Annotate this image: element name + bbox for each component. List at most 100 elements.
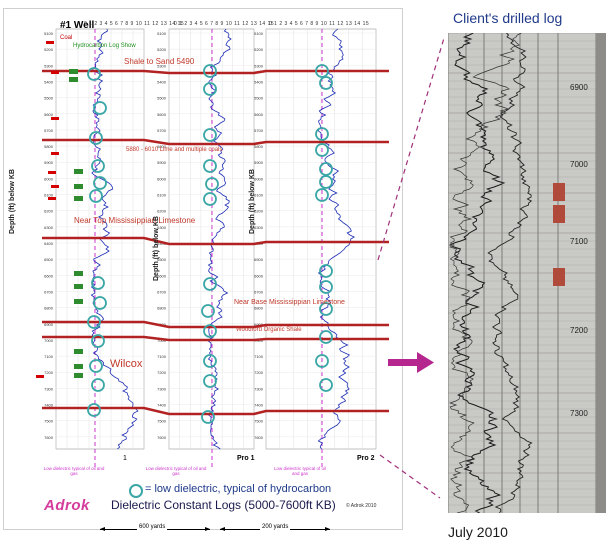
hc-circle (315, 354, 329, 368)
poster-canvas: 5100 5200 5300 5400 5500 5600 5700 5800 5900 6000… (36, 28, 389, 467)
coal-marker (48, 197, 56, 200)
depth-tick-label: 5600 (254, 112, 264, 117)
right-arrow-icon (388, 352, 434, 373)
depth-tick-label: 5700 (254, 128, 264, 133)
depth-tick-label: 7500 (254, 419, 264, 424)
client-log-photo: 6900 7000 7100 7200 7300 (448, 33, 606, 513)
hc-circle (201, 410, 215, 424)
hc-circle (93, 176, 107, 190)
depth-tick-label: 7600 (44, 435, 54, 440)
hc-circle (87, 67, 101, 81)
hc-circle (319, 378, 333, 392)
formation-horizon (42, 69, 389, 75)
client-log-date: July 2010 (448, 524, 508, 540)
depth-tick-label: 6200 (254, 209, 264, 214)
depth-tick-label: 7200 (254, 370, 264, 375)
depth-tick-label: 7300 (157, 386, 167, 391)
formation-horizon (42, 236, 389, 246)
depth-tick-label: 5100 (44, 31, 54, 36)
client-depth-7000: 7000 (570, 160, 588, 169)
footnote-3: Low dielectric typical of oil and gas (273, 466, 327, 476)
hc-circle (91, 334, 105, 348)
coal-marker (36, 375, 44, 378)
scale-ticks-2: 0 1 2 3 4 5 6 7 8 9 10 11 12 13 14 15 (174, 21, 275, 27)
depth-tick-label: 5500 (157, 96, 167, 101)
hc-circle (89, 189, 103, 203)
hc-circle (203, 128, 217, 142)
depth-tick-label: 6300 (157, 225, 167, 230)
depth-tick-label: 6600 (254, 273, 264, 278)
depth-tick-label: 7600 (157, 435, 167, 440)
depth-tick-label: 6800 (44, 306, 54, 311)
hc-circle (91, 159, 105, 173)
hc-circle (319, 280, 333, 294)
depth-tick-label: 5300 (44, 63, 54, 68)
depth-tick-label: 6900 (254, 322, 264, 327)
hc-circle (93, 101, 107, 115)
depth-tick-label: 6500 (254, 257, 264, 262)
formation-horizon (42, 335, 389, 342)
depth-tick-label: 5100 (157, 31, 167, 36)
depth-tick-label: 7400 (44, 403, 54, 408)
depth-tick-label: 7200 (44, 370, 54, 375)
hc-circle (315, 188, 329, 202)
depth-tick-label: 5900 (254, 160, 264, 165)
depth-tick-label: 6700 (44, 289, 54, 294)
client-log-trace (448, 33, 506, 513)
client-zone-mark (553, 268, 565, 286)
depth-tick-label: 5300 (157, 63, 167, 68)
formation-horizon (42, 406, 389, 416)
annotation-woodford: Woodford Organic Shale (236, 327, 302, 333)
coal-marker (48, 171, 56, 174)
hc-circle (201, 304, 215, 318)
hc-circle (203, 277, 217, 291)
depth-tick-label: 5200 (44, 47, 54, 52)
hc-show-marker (74, 349, 83, 354)
hc-circle-legend-text: = low dielectric, typical of hydrocarbon (145, 483, 332, 495)
hc-circle (315, 64, 329, 78)
scale-ticks-1: 0 1 2 3 4 5 6 7 8 9 10 11 12 13 14 15 (84, 21, 185, 27)
annotation-shale-to-sand: Shale to Sand 5490 (124, 57, 195, 66)
client-log-canvas (448, 33, 606, 513)
depth-tick-label: 6000 (157, 176, 167, 181)
depth-axis-label-1: Depth (ft) below KB (9, 169, 16, 234)
hc-show-marker (69, 69, 78, 74)
hc-circle (203, 159, 217, 173)
dielectric-poster: 5100 5200 5300 5400 5500 5600 5700 5800 5900 6000… (3, 8, 403, 530)
coal-marker (51, 152, 59, 155)
hc-show-marker (74, 184, 83, 189)
depth-tick-label: 5700 (157, 128, 167, 133)
depth-tick-label: 6000 (254, 176, 264, 181)
well-title: #1 Well (60, 20, 95, 31)
copyright: © Adrok 2010 (346, 503, 377, 509)
hc-show-marker (74, 271, 83, 276)
depth-tick-label: 7300 (44, 386, 54, 391)
hc-circle (319, 76, 333, 90)
hc-circle (315, 127, 329, 141)
hc-show-marker (74, 364, 83, 369)
annotation-lime-coals: 5880 - 6010 Lime and multiple coals (126, 147, 223, 153)
depth-tick-label: 5600 (44, 112, 54, 117)
hc-circle (89, 359, 103, 373)
hc-circle-legend-icon (129, 484, 143, 498)
depth-tick-label: 5900 (44, 160, 54, 165)
dielectric-trace (207, 28, 232, 450)
depth-tick-label: 5500 (44, 96, 54, 101)
hc-circle (203, 374, 217, 388)
depth-tick-label: 5200 (157, 47, 167, 52)
depth-tick-label: 6300 (44, 225, 54, 230)
depth-tick-label: 7400 (254, 403, 264, 408)
depth-tick-label: 7500 (157, 419, 167, 424)
coal-marker (46, 41, 54, 44)
depth-tick-label: 5900 (157, 160, 167, 165)
hc-circle (319, 264, 333, 278)
hc-circle (203, 192, 217, 206)
client-depth-7300: 7300 (570, 409, 588, 418)
depth-tick-label: 7600 (254, 435, 264, 440)
hc-show-marker (69, 77, 78, 82)
depth-tick-label: 6400 (44, 241, 54, 246)
hc-circle (89, 131, 103, 145)
depth-tick-label: 5400 (157, 79, 167, 84)
hc-circle (93, 296, 107, 310)
coal-marker (51, 117, 59, 120)
